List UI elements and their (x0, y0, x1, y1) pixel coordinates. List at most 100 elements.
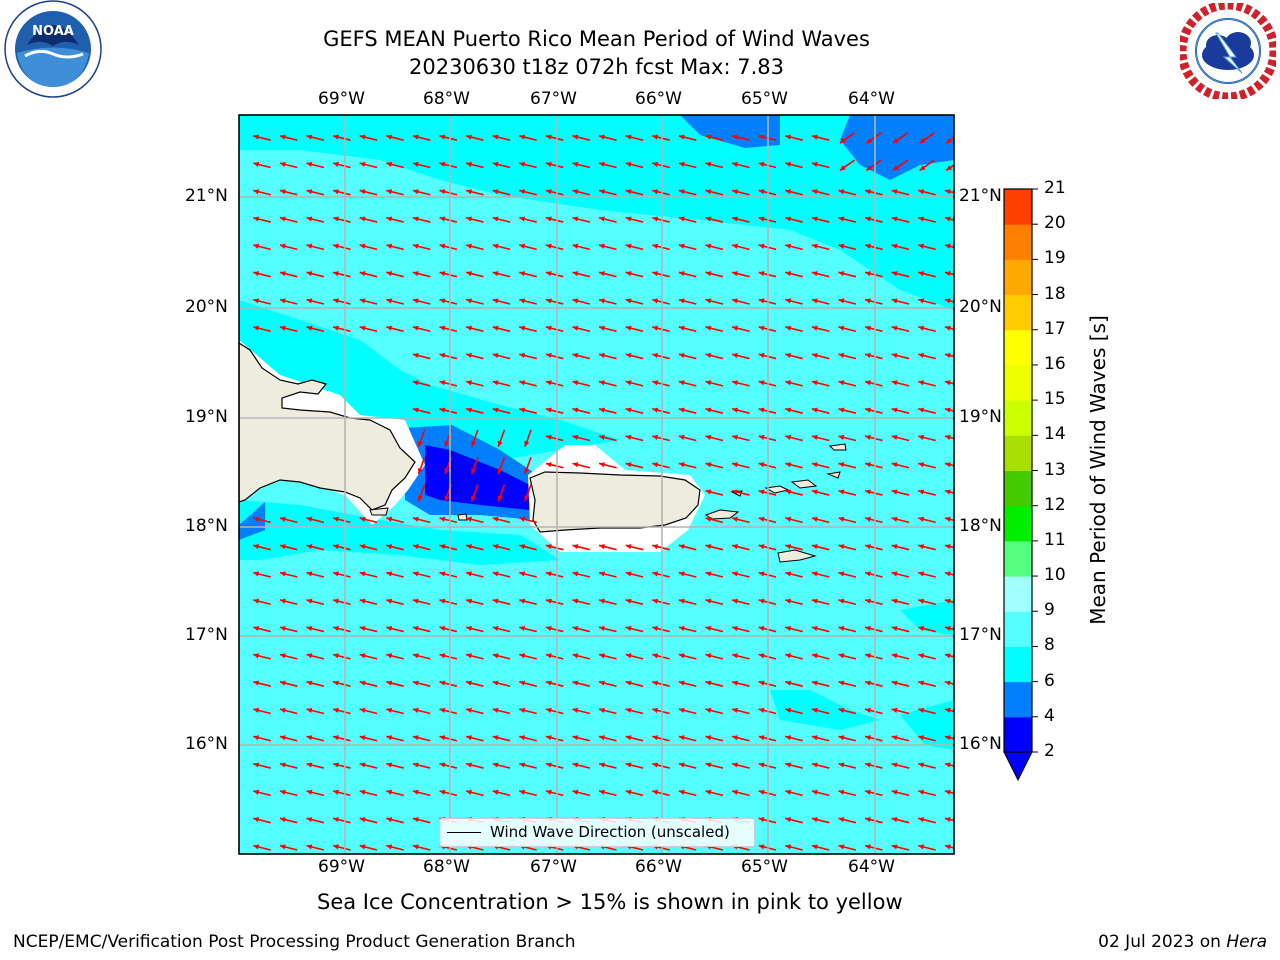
wind-wave-arrow (625, 380, 644, 387)
wind-wave-arrow (545, 325, 564, 333)
wind-wave-arrow (678, 380, 697, 387)
wind-wave-arrow (811, 516, 830, 524)
wind-wave-arrow (465, 625, 484, 633)
wind-wave-arrow (519, 680, 537, 687)
wind-wave-arrow (891, 625, 910, 633)
wind-wave-arrow (678, 707, 697, 715)
wind-wave-arrow (891, 516, 910, 524)
wind-wave-arrow (519, 134, 537, 141)
sea-ice-caption-text: Sea Ice Concentration > 15% is shown in … (317, 890, 903, 914)
wind-wave-arrow (465, 298, 484, 305)
wind-wave-arrow (465, 325, 484, 333)
wind-wave-arrow (891, 544, 910, 551)
wind-wave-arrow (492, 134, 511, 141)
wind-wave-arrow (891, 352, 910, 360)
wind-wave-arrow (891, 189, 910, 196)
wind-wave-arrow (492, 189, 511, 196)
wind-wave-arrow (785, 489, 803, 496)
wind-wave-arrow (811, 189, 830, 196)
wind-wave-arrow (785, 407, 803, 414)
wind-wave-arrow (439, 653, 458, 660)
wind-wave-arrow (785, 216, 803, 223)
wind-wave-arrow (918, 817, 936, 824)
wind-wave-arrow (785, 571, 803, 578)
wind-wave-arrow (705, 571, 724, 578)
wind-wave-arrow (465, 544, 484, 551)
wind-wave-arrow (572, 735, 591, 742)
wind-wave-arrow (332, 707, 351, 715)
lon-label-top-65w: 65°W (741, 89, 788, 109)
wind-wave-arrow (839, 132, 856, 144)
wind-wave-arrow (731, 735, 750, 742)
wind-wave-arrow (731, 161, 750, 169)
wind-wave-arrow (465, 516, 484, 524)
wind-wave-arrow (279, 189, 298, 196)
wind-wave-arrow (785, 735, 803, 742)
wind-wave-arrow (891, 789, 910, 797)
contour-2-4-north-b (840, 115, 954, 180)
wind-wave-arrow (785, 462, 803, 469)
sea-ice-caption: Sea Ice Concentration > 15% is shown in … (0, 890, 1280, 914)
wind-wave-arrow (731, 489, 750, 496)
colorbar-band (1004, 259, 1032, 296)
colorbar-tick-label: 6 (1044, 670, 1055, 691)
wind-wave-arrow (386, 516, 404, 524)
wind-wave-arrow (306, 625, 325, 633)
wind-wave-arrow (492, 735, 511, 742)
wind-wave-arrow (492, 653, 511, 660)
wind-wave-arrow (386, 189, 404, 196)
wind-wave-arrow (306, 134, 325, 141)
wind-wave-arrow (359, 625, 378, 633)
wind-wave-arrow (465, 735, 484, 742)
colorbar-band (1004, 611, 1032, 647)
wind-wave-arrow (838, 707, 857, 715)
wind-wave-arrow (811, 161, 830, 169)
wind-wave-arrow (838, 844, 857, 851)
wind-wave-arrow (572, 762, 591, 769)
wind-wave-arrow (918, 544, 936, 551)
wind-wave-arrow (625, 653, 644, 660)
wind-wave-arrow (412, 817, 431, 824)
wind-wave-arrow (678, 625, 697, 633)
wind-wave-arrow (598, 271, 617, 278)
wind-wave-arrow (359, 817, 378, 824)
lat-label-left-19n: 19°N (185, 407, 228, 427)
wind-wave-arrow (598, 161, 617, 169)
wind-wave-arrow (678, 271, 697, 278)
wind-wave-arrow (598, 653, 617, 660)
wind-wave-arrow (838, 762, 857, 769)
wind-wave-arrow (332, 189, 351, 196)
contour-4-6-west (239, 300, 620, 460)
wind-wave-arrow (785, 653, 803, 660)
wind-wave-arrow (519, 243, 537, 251)
wind-wave-arrow (279, 598, 298, 606)
wind-wave-arrow (705, 489, 724, 496)
wind-wave-arrow (359, 516, 378, 524)
wind-wave-arrow (838, 625, 857, 633)
wind-wave-arrow (864, 544, 883, 551)
wind-wave-arrow (625, 298, 644, 305)
wind-wave-arrow (598, 352, 617, 360)
wind-wave-arrow (838, 298, 857, 305)
wind-wave-arrow (359, 653, 378, 660)
wind-wave-arrow (891, 325, 910, 333)
colorbar-band (1004, 470, 1032, 507)
wind-wave-arrow (465, 161, 484, 169)
wind-wave-arrow (359, 789, 378, 797)
wind-wave-arrow (279, 544, 298, 551)
wind-wave-arrow (864, 325, 883, 333)
map-legend: Wind Wave Direction (unscaled) (439, 818, 755, 847)
wind-wave-arrow (598, 571, 617, 578)
wind-wave-arrow (545, 298, 564, 305)
wind-wave-arrow (465, 243, 484, 251)
wind-wave-arrow (785, 271, 803, 278)
wind-wave-arrow (545, 243, 564, 251)
colorbar-band (1004, 576, 1032, 612)
land-anegada (828, 443, 847, 451)
contour-below-2 (425, 445, 530, 510)
wind-wave-arrow (332, 216, 351, 223)
wind-wave-arrow (918, 844, 936, 851)
wind-wave-arrow (253, 271, 271, 278)
wind-wave-arrow (891, 707, 910, 715)
wind-wave-arrow (572, 325, 591, 333)
